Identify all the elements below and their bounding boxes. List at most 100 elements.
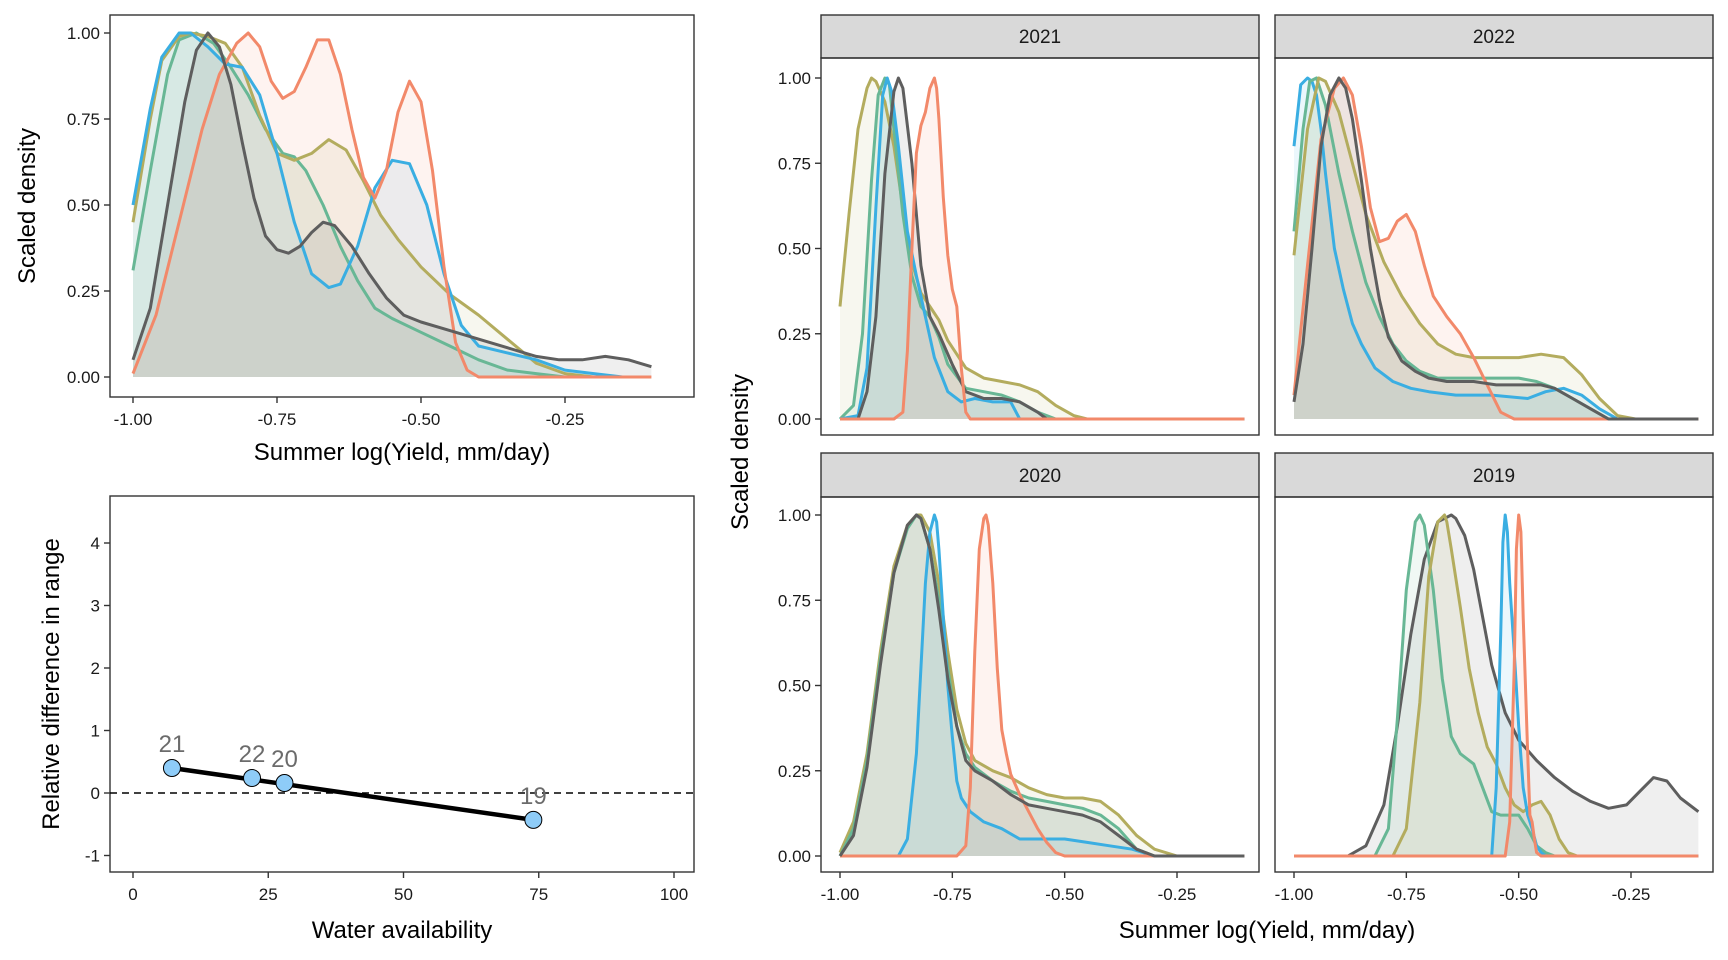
facet-2020-ytick-label: 0.75 (778, 591, 811, 610)
overall-density-fill-gray (133, 33, 652, 377)
facet-2019-fill-teal (1294, 515, 1699, 856)
facet-2019-line-olive (1294, 513, 1699, 858)
facet-2020-xtick-label: -0.25 (1158, 885, 1197, 904)
density-by-year-axes: 0.00 0.25 0.50 0.75 1.00 0.00 0.25 0.50 0.75 1.00… (778, 69, 1650, 904)
facet-2022: 2022 (1274, 14, 1714, 436)
range-vs-water-ytick-label: 0 (91, 784, 100, 803)
facet-2021-ytick-label: 0.25 (778, 325, 811, 344)
data-point-21 (162, 759, 181, 777)
overall-density-fill-olive (133, 33, 594, 377)
facet-2021-fill-olive (840, 78, 1245, 419)
overall-density-xtick-label: -0.75 (258, 410, 297, 429)
facet-2020-ytick-label: 0.50 (778, 677, 811, 696)
density-by-year-ylabel: Scaled density (727, 374, 754, 530)
facet-2019-xtick-label: -0.75 (1387, 885, 1426, 904)
range-vs-water-xlabel: Water availability (312, 917, 493, 944)
facet-2020-xtick-label: -0.75 (933, 885, 972, 904)
facet-2022-line-salmon (1292, 76, 1699, 421)
overall-density-line-salmon (131, 31, 652, 379)
point-label-22: 22 (239, 741, 266, 768)
overall-density-line-blue (131, 31, 623, 379)
overall-density-curves (131, 31, 652, 379)
facet-strip-label-2019: 2019 (1473, 466, 1515, 487)
facet-2022-curves (1292, 76, 1699, 421)
facet-2020-curves (838, 513, 1245, 858)
overall-density-xlabel: Summer log(Yield, mm/day) (254, 439, 551, 466)
facet-2022-fill-olive (1294, 78, 1699, 419)
overall-density-fill-blue (133, 33, 623, 377)
facet-2021-ytick-label: 0.50 (778, 240, 811, 259)
overall-density-frame (109, 14, 695, 398)
facet-2021-ytick-label: 1.00 (778, 69, 811, 88)
facet-2019-line-gray (1294, 513, 1700, 858)
overall-density-ytick-label: 0.00 (67, 368, 100, 387)
overall-density-fill-teal (133, 33, 594, 377)
facet-frame-2022 (1274, 57, 1714, 436)
overall-density-panel: 0.00 0.25 0.50 0.75 1.00 -1.00 -0.75 -0.50 -0.25… (14, 14, 695, 466)
facet-2020-line-salmon (840, 513, 1245, 858)
data-point-22 (243, 769, 262, 787)
overall-density-ytick-label: 1.00 (67, 24, 100, 43)
range-vs-water-ytick-label: 4 (91, 534, 100, 553)
facet-2022-fill-blue (1294, 78, 1699, 419)
facet-strip-2019 (1274, 452, 1714, 498)
overall-density-ylabel: Scaled density (14, 128, 41, 284)
facet-2019-xtick-label: -0.25 (1612, 885, 1651, 904)
range-vs-water-xtick-label: 100 (660, 885, 688, 904)
facet-2019-xtick-label: -1.00 (1275, 885, 1314, 904)
facet-2021-line-blue (839, 76, 1245, 421)
range-vs-water-ytick-label: -1 (85, 847, 100, 866)
overall-density-line-gray (131, 31, 652, 369)
data-point-19 (524, 810, 543, 829)
facet-strip-2022 (1274, 14, 1714, 59)
facet-2020-ytick-label: 1.00 (778, 506, 811, 525)
facet-frame-2020 (820, 496, 1260, 873)
range-vs-water-xtick-label: 0 (128, 885, 137, 904)
facet-2021-line-salmon (840, 76, 1245, 421)
facet-2020-line-blue (840, 513, 1245, 858)
facet-2020-xtick-label: -1.00 (821, 885, 860, 904)
facet-strip-2020 (820, 452, 1260, 498)
range-vs-water-xtick-label: 25 (259, 885, 278, 904)
density-by-year-xlabel: Summer log(Yield, mm/day) (1119, 917, 1416, 944)
range-vs-water-ytick-label: 2 (91, 659, 100, 678)
facet-2021-ytick-label: 0.75 (778, 154, 811, 173)
fit-line (171, 765, 534, 823)
range-vs-water-marks: 21 22 20 19 (110, 731, 694, 829)
facet-2020-xtick-label: -0.50 (1045, 885, 1084, 904)
range-vs-water-ytick-label: 1 (91, 722, 100, 741)
facet-2019-line-salmon (1294, 513, 1699, 858)
facet-2021-curves (838, 76, 1245, 421)
facet-2019-line-teal (1294, 513, 1699, 858)
range-vs-water-ytick-label: 3 (91, 597, 100, 616)
facet-2020-fill-gray (840, 515, 1245, 856)
facet-2021-fill-blue (840, 78, 1245, 419)
facet-2020: 2020 (820, 452, 1260, 873)
point-label-21: 21 (159, 731, 186, 758)
overall-density-xtick-label: -0.50 (402, 410, 441, 429)
facet-2022-line-gray (1292, 76, 1699, 421)
overall-density-ytick-label: 0.50 (67, 196, 100, 215)
overall-density-axes: 0.00 0.25 0.50 0.75 1.00 -1.00 -0.75 -0.50 -0.25 (67, 24, 584, 429)
facet-2020-ytick-label: 0.00 (778, 847, 811, 866)
point-label-20: 20 (271, 746, 298, 773)
facet-frame-2019 (1274, 496, 1714, 873)
facet-frame-2021 (820, 57, 1260, 436)
facet-2021-line-olive (838, 76, 1245, 421)
facet-2022-fill-salmon (1294, 78, 1699, 419)
overall-density-ytick-label: 0.75 (67, 110, 100, 129)
facet-2022-fill-teal (1294, 78, 1699, 419)
facet-2020-ytick-label: 0.25 (778, 762, 811, 781)
facet-strip-label-2020: 2020 (1019, 466, 1061, 487)
facet-2020-line-gray (838, 513, 1245, 858)
facet-2021-fill-gray (840, 78, 1245, 419)
range-vs-water-frame (109, 495, 695, 873)
density-by-year-panel: 2021 2022 2020 2019 0.00 0.25 0.50 0.75 1.00… (727, 14, 1714, 944)
point-label-19: 19 (520, 783, 547, 810)
overall-density-xtick-label: -0.25 (546, 410, 585, 429)
range-vs-water-xtick-label: 75 (529, 885, 548, 904)
facet-2019-curves (1294, 513, 1700, 858)
facet-2019: 2019 (1274, 452, 1714, 873)
facet-2019-xtick-label: -0.50 (1499, 885, 1538, 904)
facet-2021: 2021 (820, 14, 1260, 436)
